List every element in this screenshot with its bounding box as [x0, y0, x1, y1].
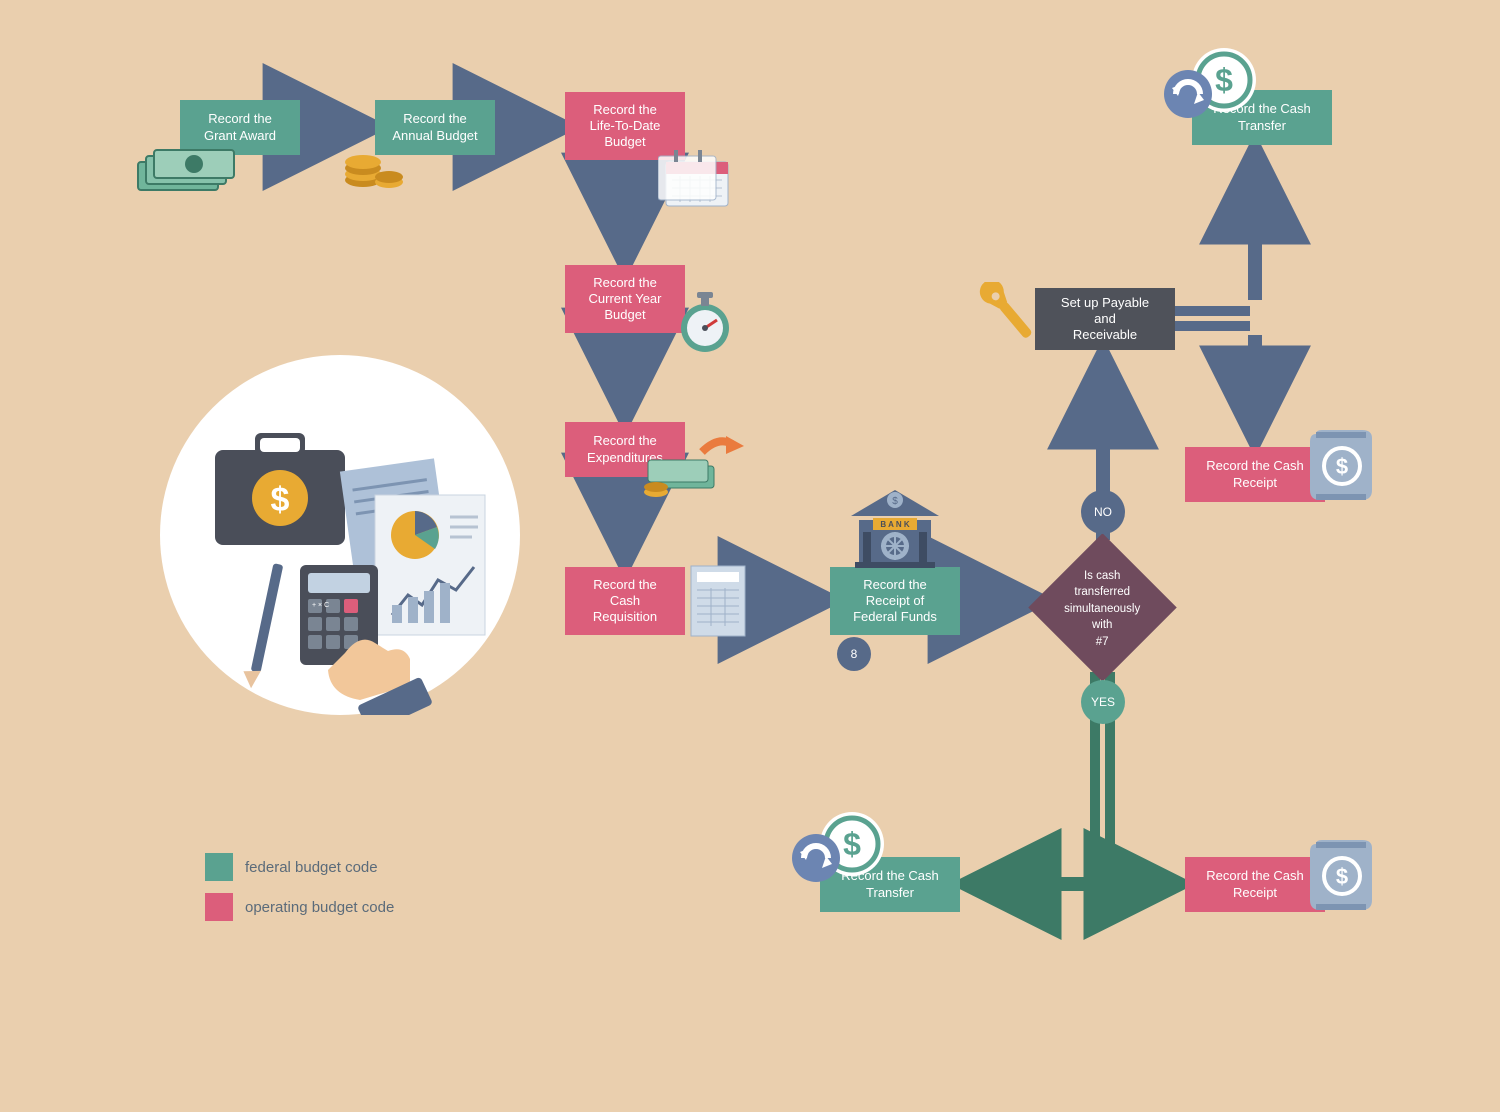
node-setup-payable-receivable: Set up PayableandReceivable — [1035, 288, 1175, 350]
node-label: Record the CashReceipt — [1206, 458, 1304, 491]
badge-label: NO — [1094, 505, 1112, 520]
cycle-dollar-icon: $ — [786, 808, 886, 888]
svg-text:$: $ — [1215, 62, 1233, 98]
legend-swatch-federal — [205, 853, 233, 881]
svg-text:$: $ — [892, 496, 898, 507]
calendar-icon — [658, 148, 738, 213]
badge-no: NO — [1081, 490, 1125, 534]
svg-text:$: $ — [843, 826, 861, 862]
badge-yes: YES — [1081, 680, 1125, 724]
legend-swatch-operating — [205, 893, 233, 921]
briefcase-finance-infographic: $ — [160, 355, 520, 715]
receipt-scroll-icon: $ — [1302, 830, 1382, 920]
node-label: Record theAnnual Budget — [392, 111, 477, 144]
svg-text:$: $ — [1336, 454, 1348, 479]
bank-icon: $ B A N K — [845, 472, 945, 572]
decision-cash-transfer: Is cashtransferredsimultaneously with#7 — [1028, 533, 1176, 681]
node-cash-requisition: Record theCashRequisition — [565, 567, 685, 635]
stopwatch-icon — [675, 290, 735, 355]
node-label: Is cashtransferredsimultaneously with#7 — [1064, 570, 1140, 648]
legend-operating: operating budget code — [205, 893, 394, 921]
form-document-icon — [685, 560, 755, 645]
badge-label: 8 — [851, 647, 858, 662]
badge-label: YES — [1091, 695, 1115, 710]
receipt-scroll-icon: $ — [1302, 420, 1382, 510]
node-label: Record theReceipt ofFederal Funds — [853, 577, 937, 626]
badge-step-8: 8 — [837, 637, 871, 671]
cash-outflow-icon — [640, 430, 750, 500]
node-label: Record theLife-To-DateBudget — [590, 102, 661, 151]
cash-stack-icon — [130, 144, 250, 199]
cycle-dollar-icon: $ — [1158, 44, 1258, 124]
node-receipt-federal-funds: Record theReceipt ofFederal Funds — [830, 567, 960, 635]
coins-icon — [335, 140, 415, 195]
node-label: Record the CashReceipt — [1206, 868, 1304, 901]
flowchart-canvas: Record theGrant Award Record theAnnual B… — [110, 0, 1390, 940]
wrench-icon — [978, 282, 1048, 352]
node-current-year-budget: Record theCurrent YearBudget — [565, 265, 685, 333]
svg-text:+ × C: + × C — [312, 602, 329, 609]
svg-text:$: $ — [1336, 864, 1348, 889]
node-label: Record theCurrent YearBudget — [589, 275, 662, 324]
node-label: Record theGrant Award — [204, 111, 276, 144]
legend-federal: federal budget code — [205, 853, 378, 881]
legend-label: operating budget code — [245, 899, 394, 916]
node-label: Record theCashRequisition — [593, 577, 657, 626]
svg-text:B A N K: B A N K — [880, 520, 909, 529]
node-label: Set up PayableandReceivable — [1061, 295, 1149, 344]
legend-label: federal budget code — [245, 859, 378, 876]
svg-text:$: $ — [271, 481, 290, 519]
